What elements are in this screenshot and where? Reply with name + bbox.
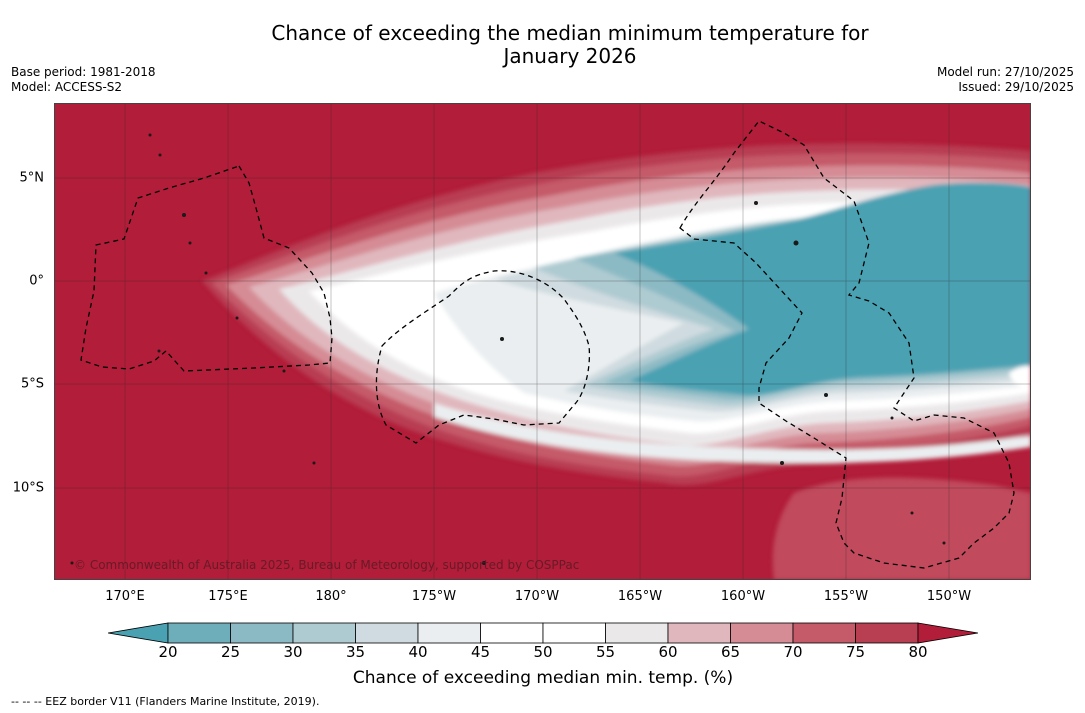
island — [942, 541, 946, 545]
colorbar-tick-label: 40 — [408, 643, 428, 661]
model-run: Model run: 27/10/2025 — [936, 65, 1074, 79]
colorbar-segment — [480, 622, 544, 644]
colorbar-segment — [417, 622, 481, 644]
issued-date: Issued: 29/10/2025 — [958, 80, 1074, 94]
band-20 — [614, 182, 1031, 396]
colorbar-tick-label: 55 — [595, 643, 616, 661]
lon-label: 165°W — [617, 589, 663, 604]
lon-label: 175°E — [208, 589, 248, 604]
eez-borders — [80, 120, 1015, 569]
colorbar-label: Chance of exceeding median min. temp. (%… — [352, 668, 734, 688]
colorbar-tick-label: 50 — [533, 643, 553, 661]
east-pocket — [1009, 365, 1031, 387]
eez-central — [375, 270, 591, 444]
model-name: Model: ACCESS-S2 — [11, 80, 123, 94]
colorbar-tick-label: 25 — [220, 643, 241, 661]
chart-title: Chance of exceeding the median minimum t… — [150, 22, 990, 68]
lon-label: 150°W — [926, 589, 972, 604]
colorbar-tick-label: 30 — [283, 643, 303, 661]
colorbar-segment — [355, 622, 419, 644]
copyright-notice: © Commonwealth of Australia 2025, Bureau… — [74, 558, 580, 572]
colorbar-tick-label: 75 — [845, 643, 866, 661]
island — [482, 561, 486, 565]
colorbar-ticks: 20 25 30 35 40 45 50 55 60 65 70 75 80 — [108, 643, 978, 663]
island — [188, 241, 192, 245]
island — [148, 133, 152, 137]
island — [182, 213, 186, 217]
probability-contours — [202, 143, 1031, 580]
title-line-1: Chance of exceeding the median minimum t… — [271, 21, 869, 45]
island — [500, 337, 504, 341]
meta-right: Model run: 27/10/2025 Issued: 29/10/2025 — [937, 65, 1074, 95]
lon-label: 170°W — [514, 589, 560, 604]
lon-label: 160°W — [720, 589, 766, 604]
lat-label: 0° — [29, 273, 44, 289]
lon-label: 155°W — [823, 589, 869, 604]
island — [754, 201, 758, 205]
islands — [70, 133, 946, 565]
probability-map — [54, 103, 1031, 580]
island — [158, 153, 162, 157]
latitude-axis: 5°N 0° 5°S 10°S — [0, 103, 50, 580]
lat-label: 10°S — [12, 480, 44, 496]
graticule — [54, 103, 1031, 580]
colorbar-tick-label: 20 — [158, 643, 178, 661]
map-border — [54, 103, 1031, 580]
lon-label: 175°W — [411, 589, 457, 604]
lon-label: 180° — [315, 589, 347, 604]
colorbar-over-arrow — [917, 622, 978, 644]
island — [312, 461, 316, 465]
colorbar-tick-label: 70 — [783, 643, 803, 661]
island — [70, 561, 74, 565]
island — [780, 461, 784, 465]
colorbar-tick-label: 65 — [720, 643, 741, 661]
colorbar-segment — [292, 622, 356, 644]
island — [910, 511, 914, 515]
colorbar-segment — [792, 622, 856, 644]
base-period: Base period: 1981-2018 — [11, 65, 156, 79]
title-line-2: January 2026 — [503, 44, 637, 68]
map-panel: © Commonwealth of Australia 2025, Bureau… — [54, 103, 1031, 580]
eez-western — [80, 165, 333, 372]
lat-label: 5°S — [20, 376, 44, 392]
meta-left: Base period: 1981-2018 Model: ACCESS-S2 — [11, 65, 156, 95]
southern-strip — [434, 403, 1031, 464]
island — [824, 393, 828, 397]
southern-patch — [772, 477, 1031, 580]
eez-footnote: -- -- -- EEZ border V11 (Flanders Marine… — [11, 695, 320, 708]
island — [890, 416, 894, 420]
colorbar-segment — [167, 622, 231, 644]
lon-label: 170°E — [105, 589, 145, 604]
colorbar-segments — [108, 622, 978, 644]
longitude-axis: 170°E 175°E 180° 175°W 170°W 165°W 160°W… — [54, 589, 1031, 607]
colorbar-segment — [730, 622, 794, 644]
colorbar-tick-label: 35 — [345, 643, 366, 661]
island — [282, 369, 286, 373]
colorbar — [108, 622, 978, 644]
colorbar-tick-label: 80 — [908, 643, 928, 661]
colorbar-segment — [542, 622, 606, 644]
colorbar-under-arrow — [108, 622, 169, 644]
eez-eastern — [679, 120, 1015, 569]
colorbar-segment — [605, 622, 669, 644]
island — [793, 240, 799, 246]
colorbar-segment — [230, 622, 294, 644]
island — [235, 316, 239, 320]
lat-label: 5°N — [19, 170, 45, 186]
colorbar-tick-label: 60 — [658, 643, 678, 661]
island — [204, 271, 208, 275]
colorbar-segment — [855, 622, 919, 644]
colorbar-tick-label: 45 — [470, 643, 491, 661]
colorbar-segment — [667, 622, 731, 644]
island — [157, 349, 161, 353]
